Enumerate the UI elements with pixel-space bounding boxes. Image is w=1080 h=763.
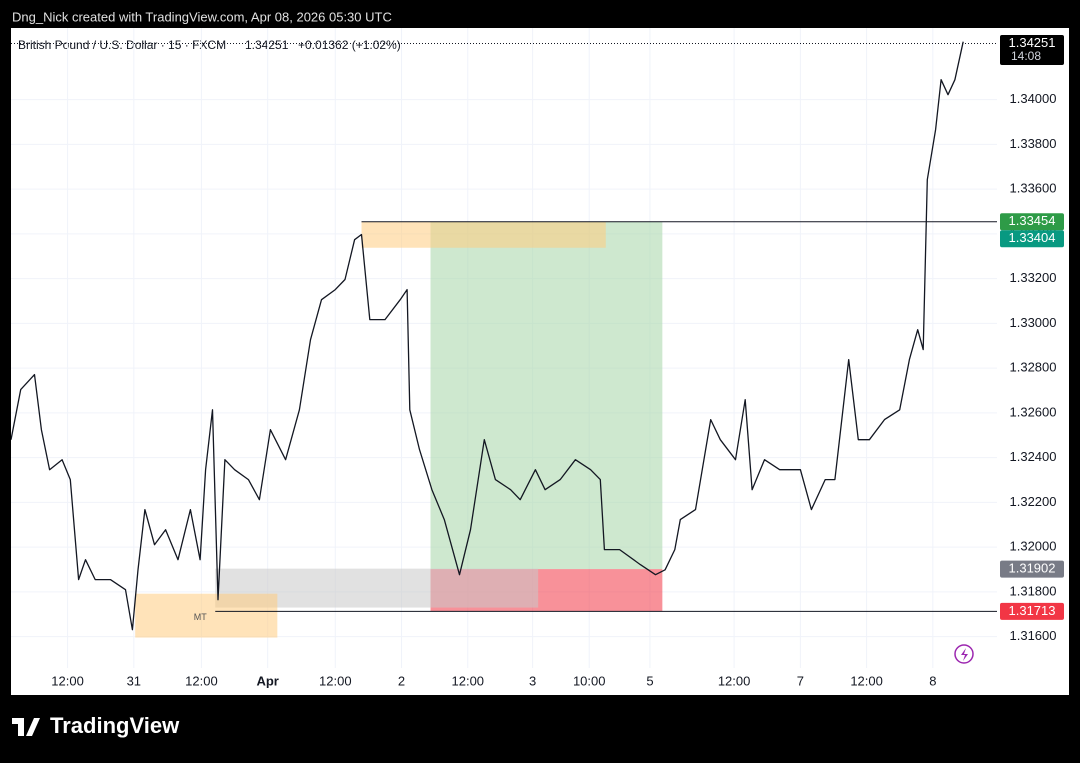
y-tick-label: 1.33200 bbox=[1010, 270, 1057, 285]
y-tick-label: 1.32600 bbox=[1010, 404, 1057, 419]
logo: TradingView bbox=[12, 713, 180, 738]
y-tick-label: 1.32800 bbox=[1010, 360, 1057, 375]
price-label: 1.33454 bbox=[1009, 213, 1056, 228]
price-label-box bbox=[1000, 560, 1064, 578]
legend-price: 1.34251 bbox=[245, 38, 289, 52]
credit: Dng_Nick created with TradingView.com, A… bbox=[12, 9, 392, 24]
price-label-box bbox=[1000, 213, 1064, 231]
x-tick-label: 12:00 bbox=[319, 673, 352, 688]
x-tick-label: Apr bbox=[256, 673, 278, 688]
x-tick-label: 12:00 bbox=[718, 673, 751, 688]
price-label: 1.34251 bbox=[1009, 35, 1056, 50]
y-tick-label: 1.34000 bbox=[1010, 91, 1057, 106]
zone bbox=[135, 593, 278, 638]
price-label: 1.31713 bbox=[1009, 603, 1056, 618]
y-tick-label: 1.32400 bbox=[1010, 449, 1057, 464]
zone bbox=[430, 221, 663, 570]
x-tick-label: 10:00 bbox=[573, 673, 606, 688]
legend-change: +0.01362 (+1.02%) bbox=[298, 38, 401, 52]
y-tick-label: 1.33600 bbox=[1010, 181, 1057, 196]
price-label-box bbox=[1000, 34, 1064, 65]
price-line bbox=[11, 41, 964, 631]
x-tick-label: 7 bbox=[797, 673, 804, 688]
countdown: 14:08 bbox=[1011, 49, 1041, 63]
y-tick-label: 1.32200 bbox=[1010, 494, 1057, 509]
y-tick-label: 1.31600 bbox=[1010, 628, 1057, 643]
y-tick-label: 1.33000 bbox=[1010, 315, 1057, 330]
x-tick-label: 3 bbox=[529, 673, 536, 688]
brand: TradingView bbox=[50, 713, 180, 738]
x-tick-label: 12:00 bbox=[185, 673, 218, 688]
x-tick-label: 12:00 bbox=[850, 673, 883, 688]
price-label: 1.33404 bbox=[1009, 230, 1056, 245]
x-tick-label: 31 bbox=[127, 673, 141, 688]
x-tick-label: 2 bbox=[398, 673, 405, 688]
price-label: 1.31902 bbox=[1009, 561, 1056, 576]
plot: MT bbox=[11, 28, 997, 668]
zone-label: MT bbox=[194, 612, 207, 622]
y-tick-label: 1.31800 bbox=[1010, 583, 1057, 598]
x-tick-label: 12:00 bbox=[452, 673, 485, 688]
price-label-box bbox=[1000, 602, 1064, 620]
y-tick-label: 1.32000 bbox=[1010, 539, 1057, 554]
zone bbox=[361, 221, 606, 248]
symbol: British Pound / U.S. Dollar · 15 · FXCM bbox=[18, 38, 226, 52]
lightning-icon[interactable] bbox=[954, 644, 974, 664]
x-tick-label: 12:00 bbox=[51, 673, 84, 688]
x-tick-label: 5 bbox=[646, 673, 653, 688]
x-tick-label: 8 bbox=[929, 673, 936, 688]
y-tick-label: 1.33800 bbox=[1010, 136, 1057, 151]
price-label-box bbox=[1000, 230, 1064, 248]
